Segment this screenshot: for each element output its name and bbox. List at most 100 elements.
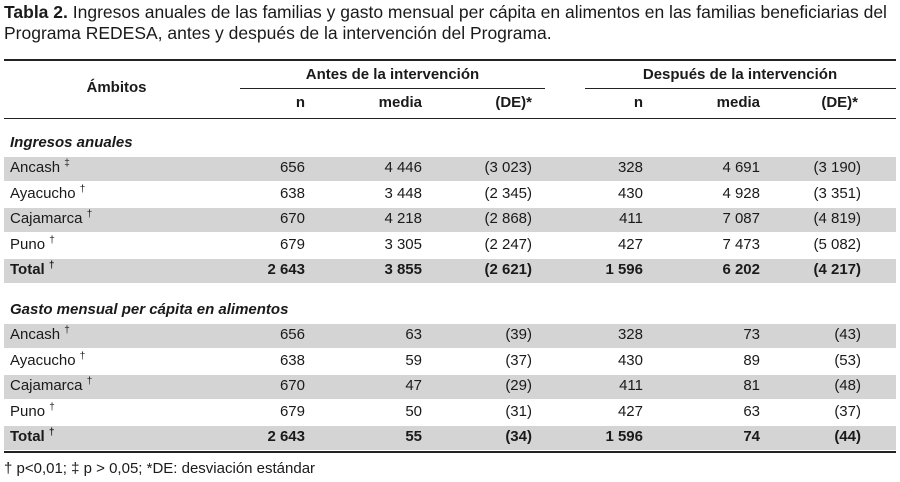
cell-media-despues: 73 [743, 326, 760, 343]
header-rule [4, 118, 896, 119]
significance-mark: † [64, 325, 70, 336]
header-despues: Después de la intervención [642, 66, 838, 83]
cell-n-despues: 411 [619, 377, 643, 394]
cell-media-despues: 81 [743, 377, 760, 394]
cell-media-despues: 89 [743, 351, 760, 369]
row-label: Ancash ‡ [10, 156, 70, 180]
cell-n-antes: 656 [279, 159, 305, 176]
cell-de-despues: (5 082) [813, 235, 861, 253]
cell-de-antes: (34) [505, 428, 532, 445]
header-de-antes: (DE)* [495, 94, 532, 111]
significance-mark: † [49, 234, 55, 246]
row-label-text: Ancash [10, 326, 61, 343]
cell-de-despues: (48) [834, 377, 861, 394]
cell-n-despues: 1 596 [605, 261, 643, 278]
significance-mark: † [79, 350, 86, 362]
header-n-despues: n [633, 94, 643, 111]
cell-n-antes: 2 643 [267, 428, 305, 445]
header-de-despues: (DE)* [821, 94, 858, 111]
cell-media-despues: 4 928 [722, 184, 760, 202]
cell-n-antes: 679 [279, 402, 305, 420]
row-label-text: Total [10, 261, 45, 278]
cell-n-despues: 430 [617, 351, 643, 369]
header-underline-antes [240, 88, 545, 89]
cell-media-antes: 47 [405, 377, 422, 394]
cell-media-despues: 7 473 [722, 235, 760, 253]
row-label: Cajamarca † [10, 207, 92, 231]
cell-n-despues: 411 [619, 210, 643, 227]
cell-n-antes: 679 [279, 235, 305, 253]
row-label: Ayacucho † [10, 349, 85, 373]
cell-n-despues: 430 [617, 184, 643, 202]
row-label-text: Ayacucho [10, 184, 76, 202]
significance-mark: † [48, 260, 55, 271]
header-n-antes: n [295, 94, 305, 111]
cell-media-antes: 63 [405, 326, 422, 343]
top-rule [4, 59, 896, 61]
cell-de-despues: (43) [834, 326, 861, 343]
cell-media-antes: 3 305 [384, 235, 422, 253]
row-label: Cajamarca † [10, 374, 92, 398]
significance-mark: † [48, 427, 55, 438]
cell-media-despues: 4 691 [722, 159, 760, 176]
cell-n-despues: 328 [617, 326, 643, 343]
header-media-despues: media [716, 94, 760, 111]
row-label: Puno † [10, 233, 55, 257]
row-label-text: Total [10, 428, 45, 445]
cell-media-despues: 74 [743, 428, 760, 445]
cell-de-antes: (37) [505, 351, 532, 369]
row-shading [4, 426, 896, 450]
cell-n-antes: 656 [279, 326, 305, 343]
cell-media-despues: 6 202 [722, 261, 760, 278]
cell-de-despues: (4 819) [813, 210, 861, 227]
cell-de-despues: (4 217) [813, 261, 861, 278]
cell-n-despues: 328 [617, 159, 643, 176]
table-caption-text: Ingresos anuales de las familias y gasto… [4, 2, 887, 43]
cell-n-despues: 427 [617, 402, 643, 420]
row-shading [4, 324, 896, 348]
cell-de-antes: (2 247) [484, 235, 532, 253]
cell-de-antes: (39) [505, 326, 532, 343]
header-underline-despues [585, 88, 896, 89]
row-label: Puno † [10, 400, 55, 424]
significance-mark: ‡ [64, 158, 70, 169]
cell-de-antes: (3 023) [484, 159, 532, 176]
cell-n-despues: 427 [617, 235, 643, 253]
row-label: Ancash † [10, 323, 70, 347]
row-shading [4, 375, 896, 399]
cell-n-antes: 670 [279, 210, 305, 227]
cell-de-despues: (44) [834, 428, 861, 445]
cell-media-antes: 50 [405, 402, 422, 420]
row-label-text: Cajamarca [10, 210, 83, 227]
cell-media-antes: 3 855 [384, 261, 422, 278]
cell-de-antes: (2 868) [484, 210, 532, 227]
cell-media-antes: 4 446 [384, 159, 422, 176]
row-label-text: Ancash [10, 159, 61, 176]
cell-n-antes: 670 [279, 377, 305, 394]
row-label-text: Puno [10, 402, 46, 420]
cell-de-antes: (2 345) [484, 184, 532, 202]
cell-de-despues: (37) [834, 402, 861, 420]
significance-mark: † [79, 183, 86, 195]
header-antes: Antes de la intervención [305, 66, 480, 83]
cell-de-despues: (3 351) [813, 184, 861, 202]
row-shading [4, 157, 896, 181]
significance-mark: † [49, 401, 55, 413]
section-title-ingresos: Ingresos anuales [10, 134, 133, 151]
section-title-gasto: Gasto mensual per cápita en alimentos [10, 301, 289, 318]
row-label-text: Cajamarca [10, 377, 83, 394]
header-media-antes: media [378, 94, 422, 111]
cell-media-antes: 4 218 [384, 210, 422, 227]
row-label: Total † [10, 425, 54, 449]
table-label: Tabla 2. [4, 2, 68, 22]
cell-media-despues: 63 [743, 402, 760, 420]
row-label: Total † [10, 258, 54, 282]
row-label-text: Puno [10, 235, 46, 253]
row-shading [4, 259, 896, 283]
table-caption: Tabla 2. Ingresos anuales de las familia… [4, 2, 896, 44]
bottom-rule [4, 451, 896, 453]
cell-media-antes: 59 [405, 351, 422, 369]
cell-n-antes: 638 [279, 184, 305, 202]
cell-de-antes: (2 621) [484, 261, 532, 278]
row-label: Ayacucho † [10, 182, 85, 206]
